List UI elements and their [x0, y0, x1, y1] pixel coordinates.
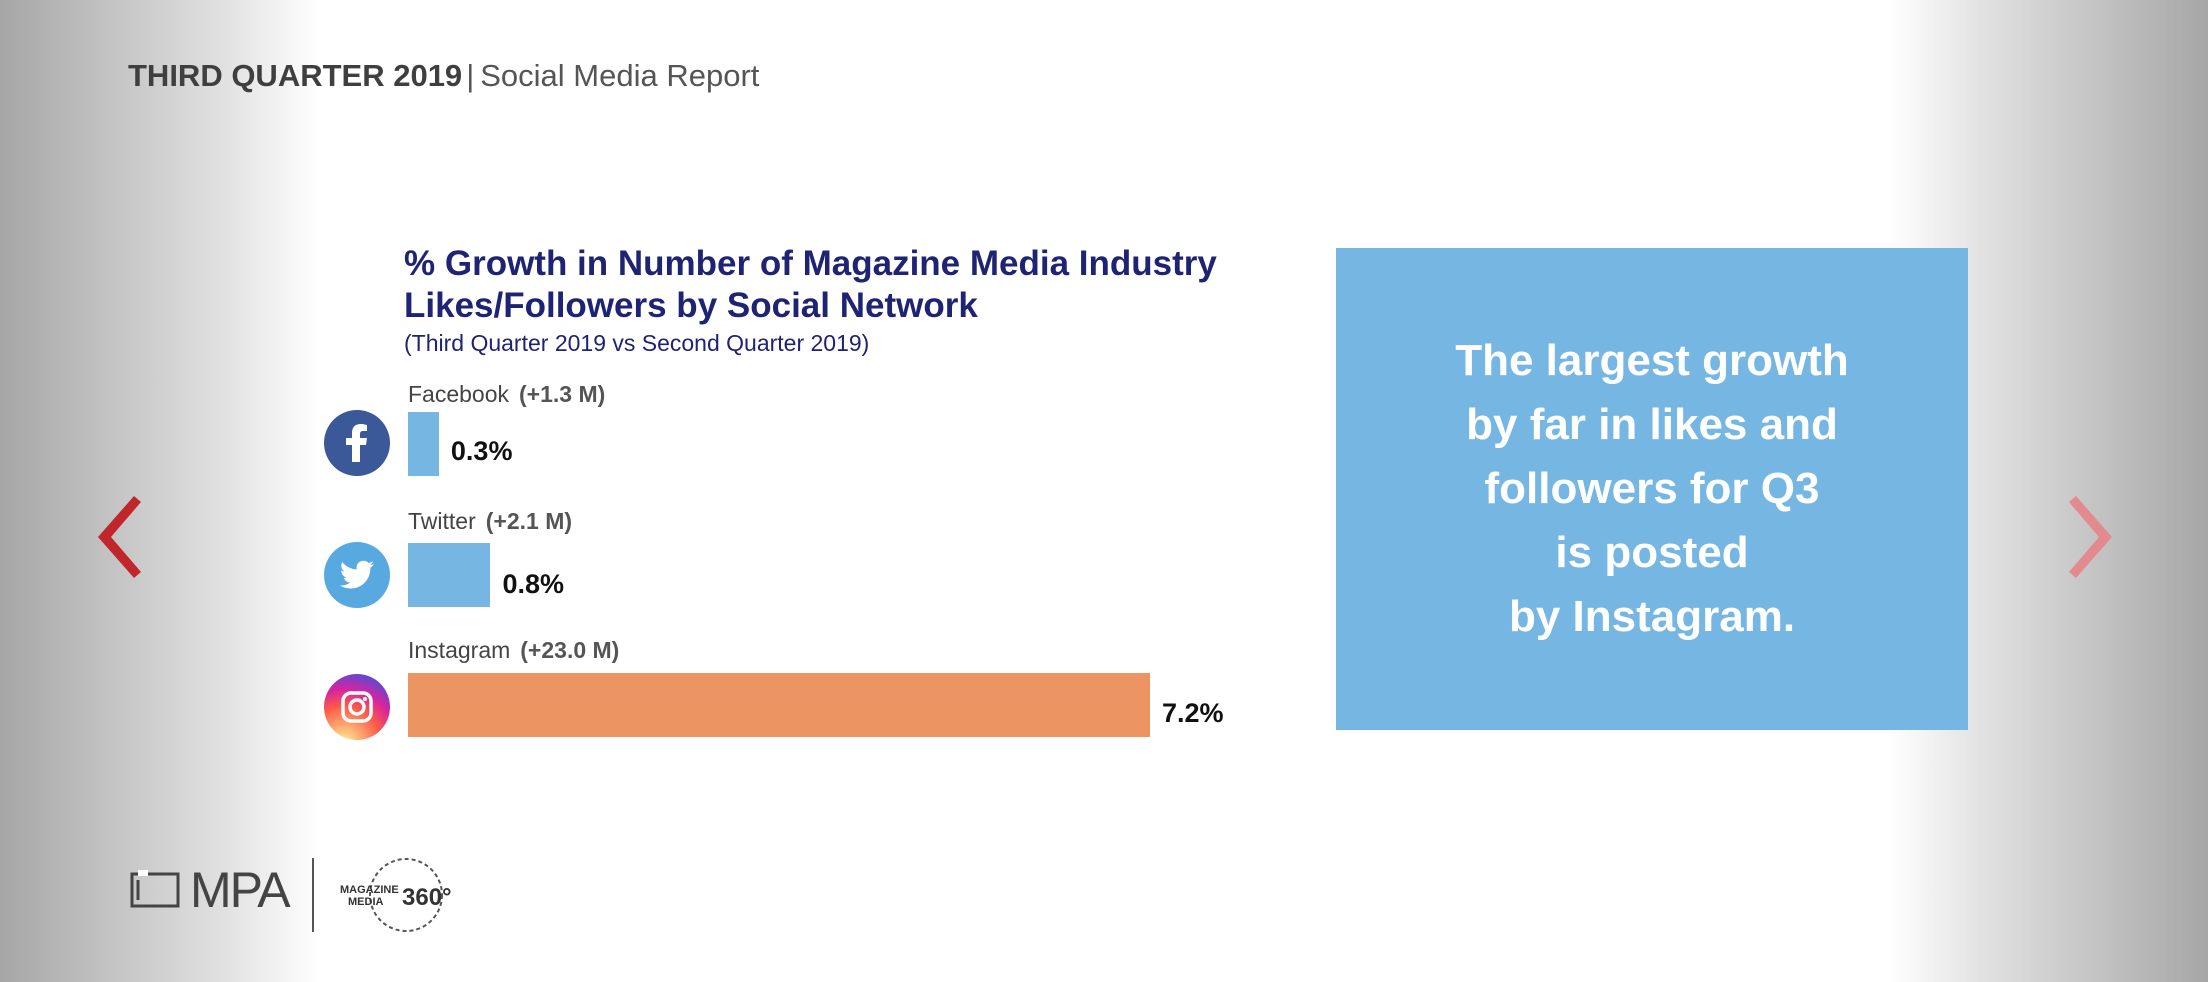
header-separator: | — [466, 58, 475, 93]
report-header: THIRD QUARTER 2019 | Social Media Report — [128, 58, 759, 94]
mpa-logo-mark — [130, 870, 180, 908]
callout-line: The largest growth — [1455, 336, 1849, 385]
twitter-label: Twitter (+2.1 M) — [408, 508, 572, 535]
report-name: Social Media Report — [480, 58, 760, 93]
mm-logo-360: 360° — [402, 884, 452, 911]
twitter-name: Twitter — [408, 508, 476, 534]
next-page-button[interactable] — [2064, 492, 2124, 582]
chart-subtitle: (Third Quarter 2019 vs Second Quarter 20… — [404, 330, 870, 356]
callout-line: followers for Q3 — [1484, 464, 1820, 513]
twitter-icon — [324, 542, 390, 608]
facebook-label: Facebook (+1.3 M) — [408, 381, 605, 408]
twitter-bar — [408, 543, 491, 607]
instagram-value-label: 7.2% — [1162, 698, 1224, 728]
report-quarter: THIRD QUARTER 2019 — [128, 58, 463, 93]
callout-line: by far in likes and — [1466, 400, 1838, 449]
facebook-value-label: 0.3% — [450, 436, 513, 466]
instagram-icon — [324, 674, 390, 740]
instagram-label: Instagram (+23.0 M) — [408, 637, 619, 664]
instagram-name: Instagram — [408, 637, 511, 663]
previous-page-button[interactable] — [86, 492, 146, 582]
chevron-right-icon — [2069, 496, 2112, 578]
callout-text: The largest growth by far in likes and f… — [1372, 329, 1932, 649]
instagram-delta: (+23.0 M) — [520, 637, 620, 663]
facebook-icon — [324, 410, 390, 476]
instagram-bar — [408, 673, 1150, 737]
chart-title: % Growth in Number of Magazine Media Ind… — [404, 244, 1217, 325]
twitter-value-label: 0.8% — [502, 569, 564, 599]
callout-line: is posted — [1555, 528, 1749, 577]
facebook-bar — [408, 412, 439, 476]
facebook-delta: (+1.3 M) — [519, 381, 606, 407]
callout-line: by Instagram. — [1508, 592, 1796, 641]
twitter-delta: (+2.1 M) — [485, 508, 573, 534]
mm-logo-line2: MEDIA — [348, 896, 384, 908]
mm-logo-line1: MAGAZINE — [340, 884, 399, 896]
mpa-logo: MPA — [130, 862, 291, 918]
mpa-logo-text: MPA — [190, 862, 291, 918]
facebook-name: Facebook — [408, 381, 510, 407]
logo-divider — [312, 858, 314, 932]
magazine-media-360-logo: MAGAZINE MEDIA 360° — [340, 858, 452, 932]
insight-callout: The largest growth by far in likes and f… — [1336, 248, 1968, 730]
chevron-left-icon — [98, 496, 141, 578]
